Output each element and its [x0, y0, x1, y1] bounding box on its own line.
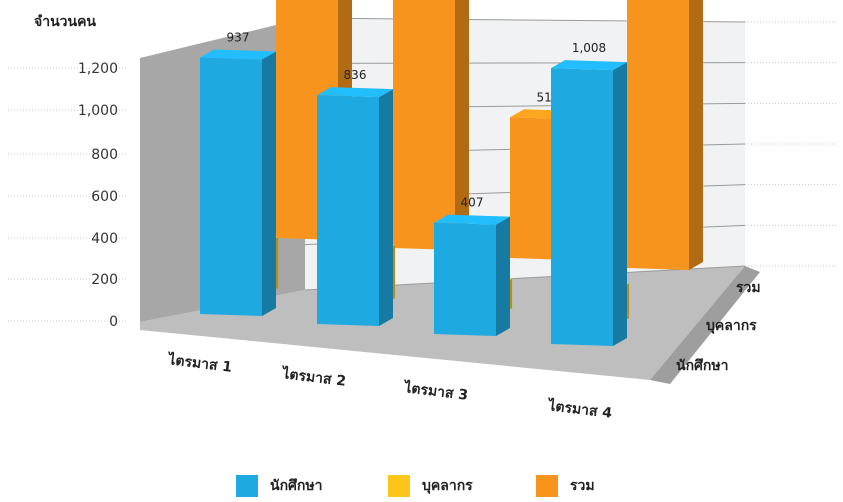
- legend-swatch-staff: [388, 475, 410, 497]
- bar-total-side: [689, 0, 703, 270]
- x-category-label: ไตรมาส 3: [402, 378, 470, 404]
- bar-students-side: [613, 62, 627, 346]
- bar-total-front: [627, 0, 689, 270]
- bar-students-front: [200, 57, 262, 316]
- bar-students-front: [434, 222, 496, 336]
- depth-axis-label: นักศึกษา: [676, 357, 729, 374]
- x-category-label: ไตรมาส 1: [166, 350, 234, 376]
- bar-students-top: [317, 87, 393, 98]
- depth-axis-label: รวม: [736, 280, 761, 296]
- y-tick-label: 1,000: [78, 103, 118, 119]
- legend-label-students: นักศึกษา: [270, 478, 323, 494]
- data-label-students: 836: [344, 68, 367, 82]
- legend-swatch-total: [536, 475, 558, 497]
- y-tick-label: 200: [91, 272, 118, 288]
- y-tick-label: 800: [91, 147, 118, 163]
- x-category-label: ไตรมาส 2: [280, 364, 348, 390]
- data-label-students: 407: [461, 196, 484, 210]
- legend-swatch-students: [236, 475, 258, 497]
- y-tick-label: 600: [91, 189, 118, 205]
- bar-students-front: [551, 68, 613, 346]
- y-tick-label: 400: [91, 231, 118, 247]
- bar-students-side: [262, 51, 276, 316]
- legend-item-students: นักศึกษา: [236, 474, 323, 498]
- bar-total-side: [455, 0, 469, 250]
- depth-axis-label: บุคลากร: [706, 318, 757, 334]
- chart-plot: จำนวนคน 02004006008001,0001,2001,1241,03…: [8, 0, 838, 422]
- floor-edge: [650, 266, 760, 384]
- bar-students-front: [317, 95, 379, 326]
- bar-students-side: [496, 216, 510, 336]
- x-category-label: ไตรมาส 4: [546, 396, 614, 422]
- legend-item-total: รวม: [536, 474, 595, 498]
- legend-item-staff: บุคลากร: [388, 474, 473, 498]
- legend-label-total: รวม: [570, 478, 595, 494]
- data-label-students: 1,008: [572, 41, 606, 55]
- bar-students-side: [379, 89, 393, 326]
- bar-students-top: [551, 60, 627, 71]
- y-tick-label: 0: [109, 314, 118, 330]
- data-label-students: 937: [227, 30, 250, 44]
- bar-students-top: [200, 49, 276, 60]
- legend-label-staff: บุคลากร: [422, 478, 473, 494]
- y-axis-title: จำนวนคน: [34, 14, 96, 30]
- y-tick-label: 1,200: [78, 61, 118, 77]
- legend: นักศึกษา บุคลากร รวม: [0, 474, 843, 498]
- bar-total-front: [393, 0, 455, 250]
- bar-students-top: [434, 214, 510, 225]
